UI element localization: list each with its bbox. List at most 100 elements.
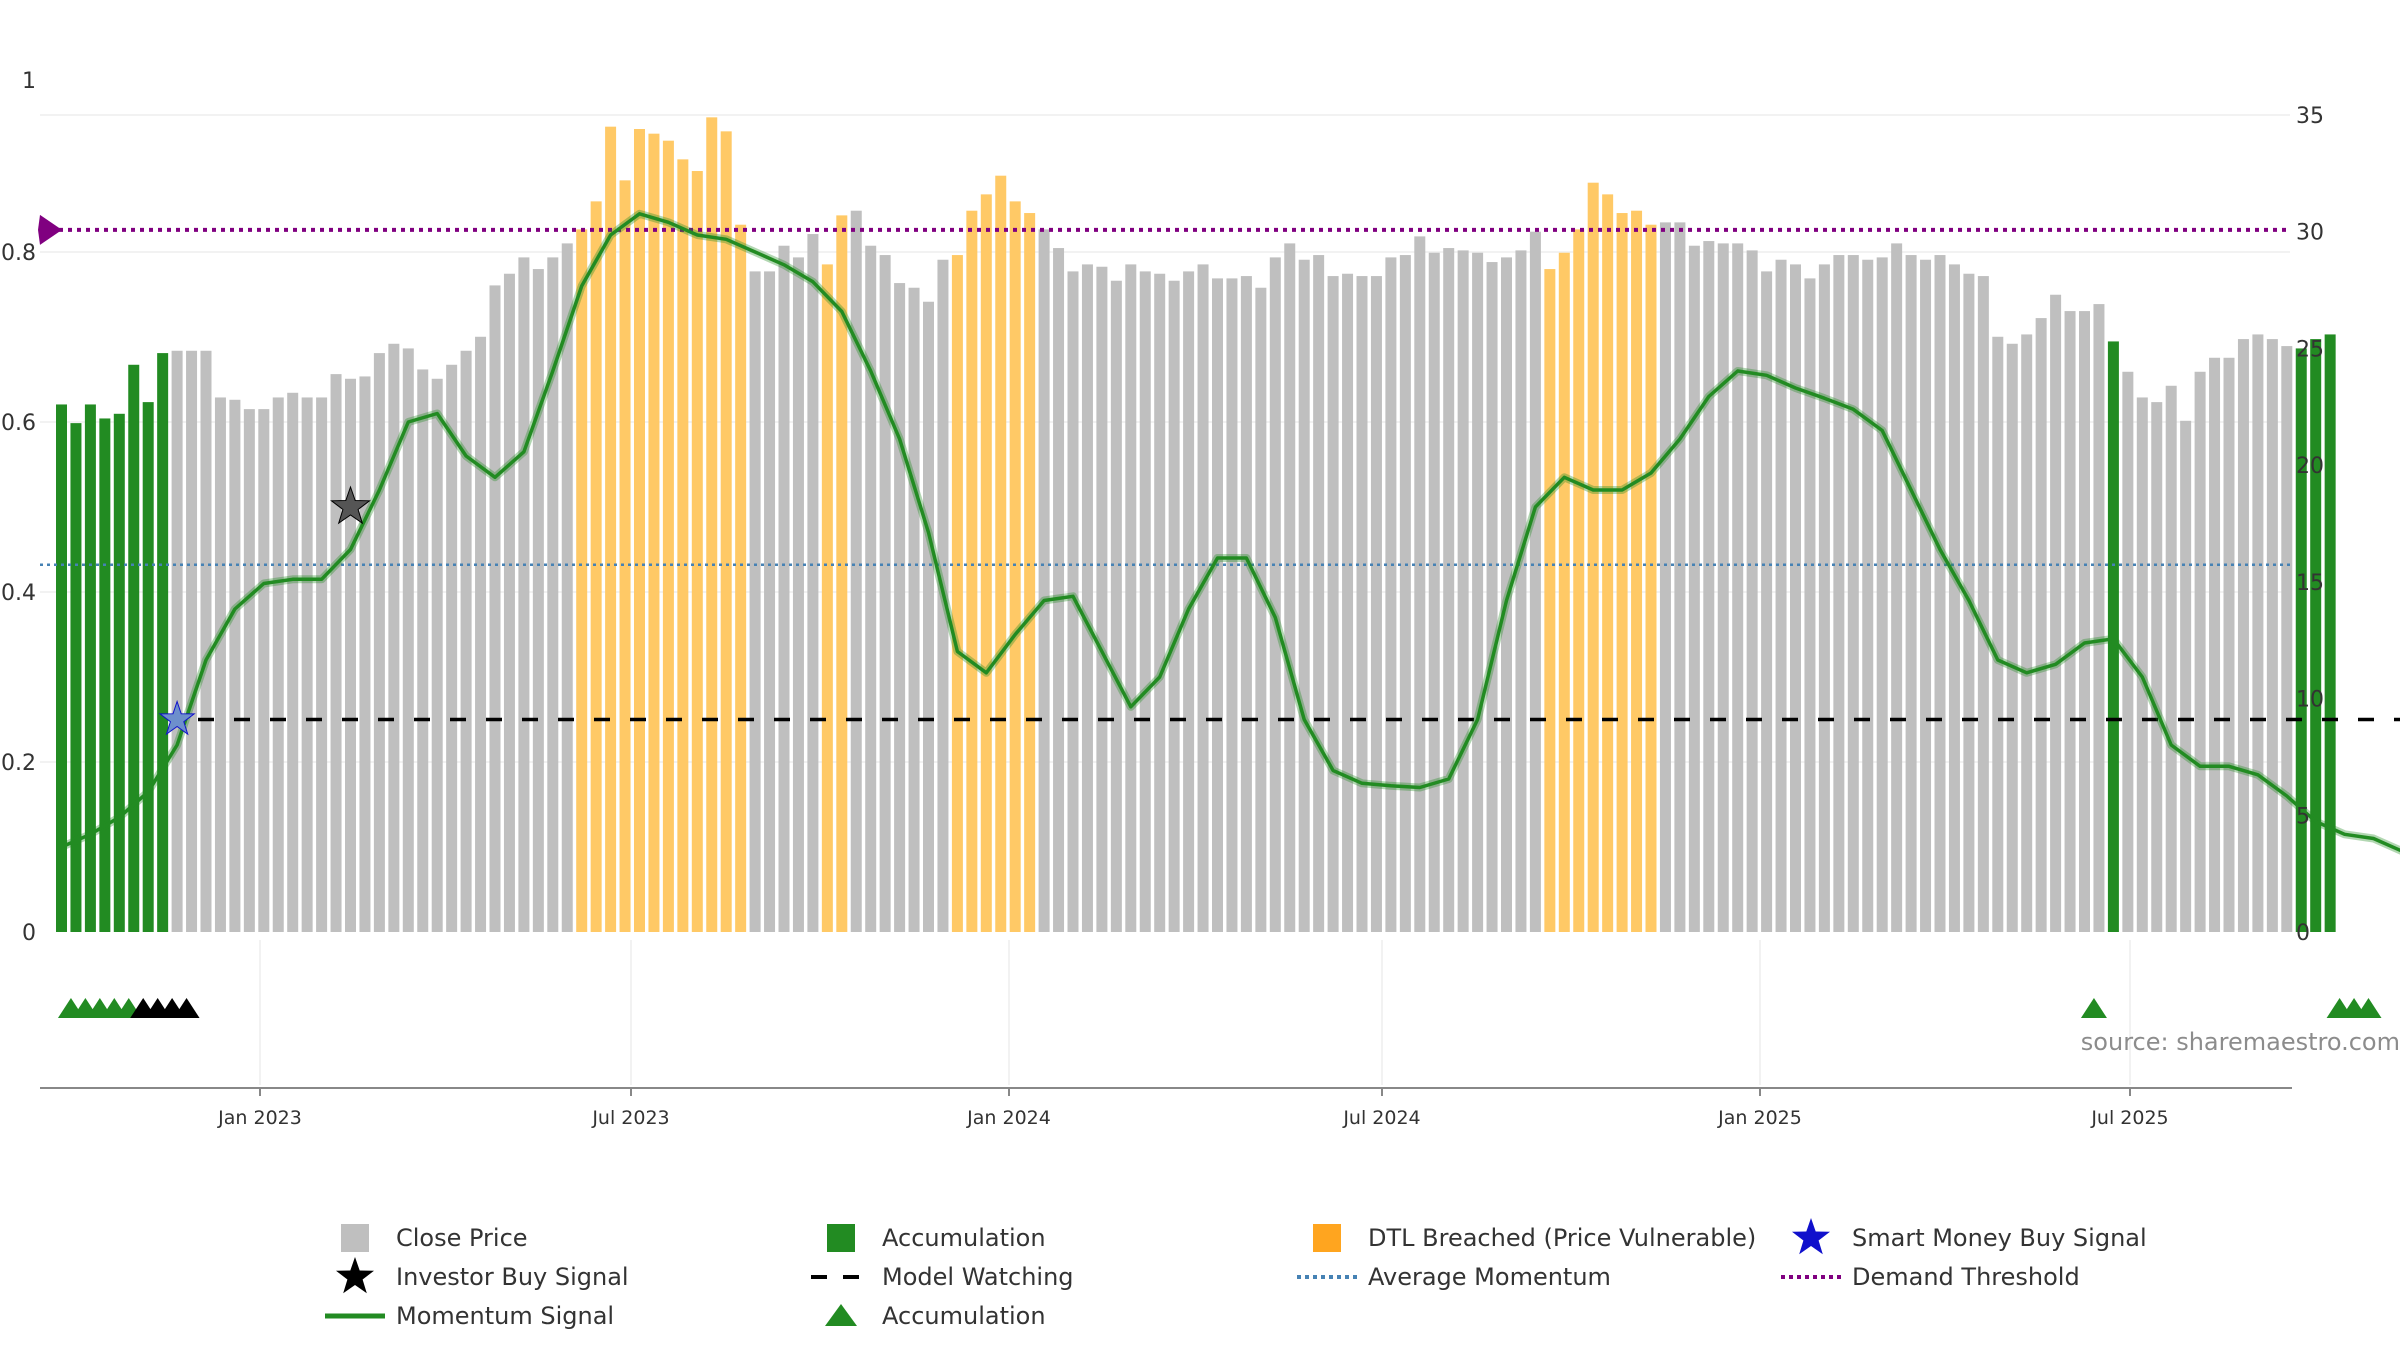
close-price-bar (359, 376, 371, 932)
close-price-bar (1761, 271, 1773, 932)
legend-swatch (1313, 1224, 1341, 1252)
close-price-bar (258, 409, 270, 932)
dtl-breached-bar (706, 117, 718, 932)
close-price-bar (879, 255, 891, 933)
close-price-bar (807, 234, 819, 932)
x-tick-label: Jul 2023 (591, 1107, 669, 1129)
close-price-bar (1298, 259, 1310, 932)
accumulation-bar (128, 364, 140, 933)
close-price-bar (2209, 357, 2221, 932)
close-price-bar (475, 336, 487, 932)
legend-item: Investor Buy Signal (336, 1257, 629, 1294)
accumulation-bar (99, 418, 111, 932)
close-price-bar (2180, 420, 2192, 932)
right-tick-label: 35 (2296, 104, 2324, 129)
right-tick-label: 0 (2296, 921, 2310, 946)
dtl-breached-bar (605, 126, 617, 932)
close-price-bar (1053, 248, 1065, 932)
left-tick-label: 0.8 (1, 241, 36, 266)
close-price-bar (1356, 276, 1368, 933)
accumulation-bar (2324, 334, 2336, 932)
close-price-bar (1385, 257, 1397, 932)
close-price-bar (2122, 371, 2134, 932)
close-price-bar (792, 257, 804, 932)
dtl-breached-bar (720, 131, 732, 933)
legend-label: Close Price (396, 1224, 528, 1252)
close-price-bar (1457, 250, 1469, 933)
close-price-bar (1038, 229, 1050, 932)
close-price-bar (2223, 357, 2235, 932)
close-price-bar (2006, 343, 2018, 932)
legend-item: Model Watching (811, 1263, 1074, 1291)
x-tick-label: Jan 2025 (1717, 1107, 1802, 1129)
accumulation-triangle (2080, 998, 2107, 1018)
close-price-bar (1732, 243, 1744, 932)
close-price-bar (1110, 280, 1122, 933)
legend-item: Accumulation (827, 1224, 1046, 1252)
legend-item: Average Momentum (1297, 1263, 1611, 1291)
close-price-bar (778, 245, 790, 933)
accumulation-bar (2310, 339, 2322, 932)
legend-item: Accumulation (825, 1302, 1046, 1330)
close-price-bar (1948, 264, 1960, 932)
close-price-bar (1804, 278, 1816, 932)
close-price-bar (1370, 276, 1382, 933)
close-price-bar (1674, 222, 1686, 932)
close-price-bar (214, 397, 226, 932)
dtl-breached-bar (1009, 201, 1021, 932)
dtl-breached-bar (1587, 182, 1599, 933)
dtl-breached-bar (590, 201, 602, 932)
dtl-breached-bar (1616, 213, 1628, 933)
right-tick-label: 10 (2296, 688, 2324, 713)
x-tick-label: Jan 2024 (966, 1107, 1051, 1129)
close-price-bar (518, 257, 530, 932)
x-tick-label: Jul 2024 (1342, 1107, 1420, 1129)
dtl-breached-bar (951, 255, 963, 933)
close-price-bar (489, 285, 501, 933)
accumulation-bar (2295, 348, 2307, 932)
close-price-bar (1081, 264, 1093, 932)
dtl-breached-bar (735, 224, 747, 932)
close-price-bar (1472, 252, 1484, 933)
left-tick-label: 0.2 (1, 751, 36, 776)
accumulation-triangle (2355, 998, 2382, 1018)
close-price-bar (186, 350, 198, 933)
dtl-breached-bar (821, 264, 833, 932)
close-price-bar (1515, 250, 1527, 933)
investor-buy-signal-star (330, 485, 371, 525)
close-price-bar (1342, 273, 1354, 932)
close-price-bar (373, 353, 385, 932)
close-price-bar (1197, 264, 1209, 932)
accumulation-bar (70, 423, 82, 932)
legend-label: Momentum Signal (396, 1302, 614, 1330)
close-price-bar (2151, 402, 2163, 932)
dtl-breached-bar (691, 171, 703, 933)
close-price-bar (1399, 255, 1411, 933)
close-price-bar (316, 397, 328, 932)
right-tick-label: 25 (2296, 337, 2324, 362)
close-price-bar (460, 350, 472, 933)
legend-label: Average Momentum (1368, 1263, 1611, 1291)
dtl-breached-bar (1558, 252, 1570, 933)
close-price-bar (1790, 264, 1801, 932)
close-price-bar (431, 378, 443, 932)
close-price-bar (1313, 255, 1325, 933)
legend-label: DTL Breached (Price Vulnerable) (1368, 1224, 1756, 1252)
dtl-breached-bar (980, 194, 992, 932)
right-tick-label: 5 (2296, 804, 2310, 829)
close-price-bar (1703, 241, 1715, 933)
right-tick-label: 15 (2296, 571, 2324, 596)
close-price-bar (1688, 245, 1700, 933)
accumulation-bar (113, 413, 125, 932)
smart-money-buy-signal-star (158, 699, 196, 736)
dtl-breached-bar (836, 215, 848, 933)
legend-star-icon (336, 1257, 374, 1294)
close-price-bar (1847, 255, 1859, 933)
close-price-bar (1168, 280, 1180, 933)
close-price-bar (1775, 259, 1787, 932)
close-price-bar (1746, 250, 1758, 933)
accumulation-bar (142, 402, 154, 932)
close-price-bar (287, 392, 299, 932)
close-price-bar (1284, 243, 1296, 932)
close-price-bar (908, 287, 920, 932)
